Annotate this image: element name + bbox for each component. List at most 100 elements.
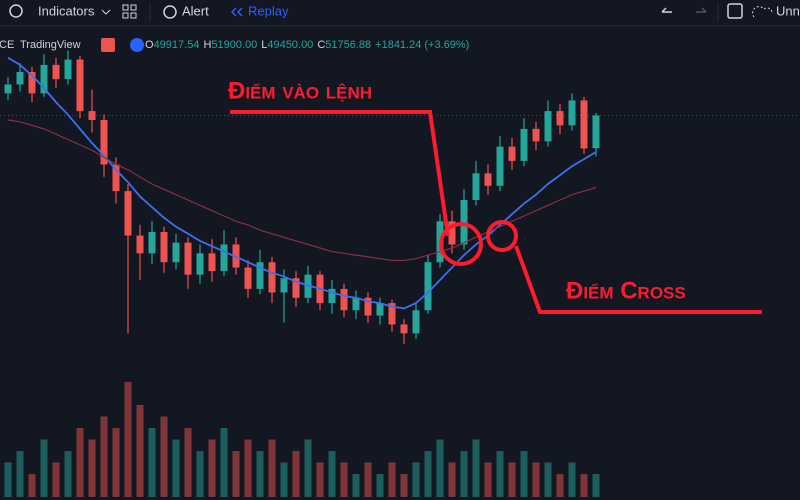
volume-bar xyxy=(436,439,444,497)
volume-bar xyxy=(496,451,504,497)
volume-bar xyxy=(592,474,600,497)
candle-body xyxy=(28,72,36,94)
volume-bar xyxy=(184,428,192,497)
candle-body xyxy=(364,297,372,316)
ohlc-key: H xyxy=(203,39,211,51)
candle-body xyxy=(412,310,420,334)
toolbar xyxy=(0,0,800,26)
volume-bar xyxy=(364,462,372,497)
candle-body xyxy=(508,146,516,161)
replay-badge xyxy=(130,38,144,52)
candle-body xyxy=(580,100,588,149)
volume-bar xyxy=(88,439,96,497)
volume-bar xyxy=(424,451,432,497)
volume-bar xyxy=(28,474,36,497)
volume-bar xyxy=(400,474,408,497)
candle-body xyxy=(40,64,48,94)
candle-body xyxy=(16,72,24,85)
volume-bar xyxy=(244,439,252,497)
volume-bar xyxy=(448,462,456,497)
symbol: CE xyxy=(0,39,14,51)
fullscreen-icon[interactable] xyxy=(727,3,743,19)
indicators-button[interactable]: Indicators xyxy=(38,3,95,18)
volume-bar xyxy=(376,474,384,497)
candle-body xyxy=(208,253,216,272)
volume-bar xyxy=(352,474,360,497)
volume-bar xyxy=(220,428,228,497)
volume-bar xyxy=(112,428,120,497)
replay-button[interactable]: Replay xyxy=(248,3,289,18)
indicators-icon[interactable] xyxy=(9,4,23,18)
cross-circle xyxy=(486,220,518,252)
volume-bar xyxy=(76,428,84,497)
volume-bar xyxy=(40,439,48,497)
candle-body xyxy=(496,146,504,186)
cross-label: Điểm Cross xyxy=(566,277,686,304)
candle-body xyxy=(340,288,348,311)
entry-pointer xyxy=(230,110,450,237)
chart-area xyxy=(0,50,800,497)
candle-body xyxy=(568,100,576,126)
candle-body xyxy=(64,59,72,80)
candle-body xyxy=(52,64,60,80)
candle-body xyxy=(184,242,192,275)
ohlc-value: 49450.00 xyxy=(267,39,313,51)
candle-body xyxy=(196,253,204,275)
candle-body xyxy=(388,303,396,325)
ohlc-key: O xyxy=(145,39,154,51)
alert-button[interactable]: Alert xyxy=(182,3,209,18)
volume-bar xyxy=(232,451,240,497)
candle-body xyxy=(136,235,144,254)
entry-label: Điểm vào lệnh xyxy=(228,77,372,104)
volume-bar xyxy=(544,462,552,497)
volume-bar xyxy=(268,439,276,497)
change: +1841.24 (+3.69%) xyxy=(375,39,469,51)
volume-bar xyxy=(52,462,60,497)
volume-bar xyxy=(100,416,108,497)
candle-body xyxy=(352,297,360,311)
candle-body xyxy=(556,111,564,126)
layout-name[interactable]: Unna xyxy=(776,3,800,18)
ohlc-value: 51900.00 xyxy=(211,39,257,51)
candle-body xyxy=(244,267,252,289)
candle-body xyxy=(532,128,540,142)
volume-bar xyxy=(208,439,216,497)
cloud-icon[interactable] xyxy=(752,6,773,18)
volume-bar xyxy=(340,462,348,497)
volume-bar xyxy=(328,451,336,497)
volume-bar xyxy=(124,382,132,497)
candle-body xyxy=(148,232,156,254)
candle-body xyxy=(400,324,408,334)
volume-bar xyxy=(280,462,288,497)
volume-bar xyxy=(148,428,156,497)
redo-icon[interactable] xyxy=(696,7,707,13)
volume-bar xyxy=(136,405,144,497)
entry-circle xyxy=(439,222,483,266)
candle-body xyxy=(124,191,132,236)
candle-body xyxy=(544,111,552,142)
candle-body xyxy=(76,59,84,112)
alert-icon[interactable] xyxy=(163,5,177,19)
volume-bar xyxy=(412,462,420,497)
replay-icon[interactable] xyxy=(230,7,243,17)
undo-icon[interactable] xyxy=(661,7,672,13)
annotations xyxy=(230,110,762,314)
flag-icon xyxy=(101,38,115,52)
candle-body xyxy=(424,262,432,311)
candle-body xyxy=(220,244,228,272)
source: TradingView xyxy=(20,39,81,51)
layouts-icon[interactable] xyxy=(122,4,137,19)
candle-body xyxy=(268,262,276,293)
candle-body xyxy=(280,278,288,293)
moving-average-line xyxy=(7,119,597,262)
volume-bar xyxy=(508,462,516,497)
candle-body xyxy=(88,111,96,120)
volume-bar xyxy=(160,416,168,497)
ohlc-key: C xyxy=(317,39,325,51)
volume-bar xyxy=(64,451,72,497)
candle-body xyxy=(376,303,384,316)
dropdown-icon[interactable] xyxy=(101,9,111,15)
candle-body xyxy=(484,173,492,186)
volume-bar xyxy=(580,474,588,497)
